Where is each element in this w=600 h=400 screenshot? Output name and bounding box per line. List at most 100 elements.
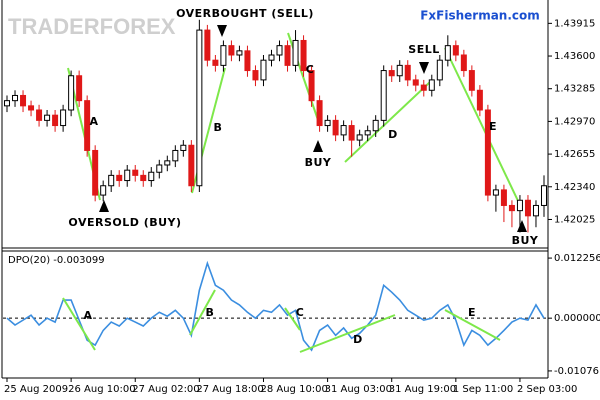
candle-body — [92, 149, 99, 196]
x-tick-label: 28 Aug 10:00 — [260, 384, 327, 395]
trend-line — [344, 81, 431, 163]
annotation: C — [306, 63, 315, 76]
y-tick-label: 1.43915 — [554, 18, 595, 29]
annotation: SELL — [408, 43, 439, 56]
candle-body — [12, 94, 19, 102]
source-label: FxFisherman.com — [420, 9, 540, 23]
candle-body — [100, 185, 107, 196]
candle-body — [84, 100, 91, 151]
candle-body — [532, 204, 539, 217]
candle-body — [460, 54, 467, 72]
annotation: OVERBOUGHT (SELL) — [176, 7, 314, 20]
candle-body — [28, 105, 35, 111]
trend-line — [189, 289, 216, 336]
candle-body — [308, 70, 315, 102]
annotation: A — [89, 115, 98, 128]
arrow-down — [419, 62, 429, 74]
candle-body — [236, 50, 243, 56]
y-tick-label: 1.42655 — [554, 149, 595, 160]
candle-body — [396, 64, 403, 77]
candle-body — [340, 125, 347, 136]
candle-body — [420, 84, 427, 91]
candle-body — [108, 174, 115, 187]
brand-watermark: TRADERFOREX — [8, 14, 176, 39]
annotation: B — [206, 306, 215, 319]
candle-body — [132, 169, 139, 176]
x-tick-label: 27 Aug 18:00 — [196, 384, 263, 395]
annotation: D — [353, 333, 363, 346]
candle-body — [116, 174, 123, 182]
candle-body — [356, 134, 363, 141]
candle-body — [452, 45, 459, 56]
y-tick-label: -0.010761 — [554, 366, 600, 377]
candle-body — [148, 171, 155, 182]
x-tick-label: 26 Aug 10:00 — [68, 384, 135, 395]
x-tick-label: 1 Sep 11:00 — [453, 384, 513, 395]
candle-body — [228, 45, 235, 56]
candle-body — [404, 64, 411, 81]
candle-body — [276, 45, 283, 56]
candle-body — [292, 39, 299, 66]
candle-body — [516, 199, 523, 212]
arrow-up — [313, 140, 323, 152]
candle-body — [172, 149, 179, 162]
trend-line — [299, 314, 396, 353]
candle-body — [468, 70, 475, 91]
x-tick-label: 27 Aug 02:00 — [132, 384, 199, 395]
candle-body — [140, 174, 147, 182]
y-tick-label: 1.43600 — [554, 51, 595, 62]
x-tick-label: 31 Aug 03:00 — [325, 384, 392, 395]
candle-body — [372, 119, 379, 132]
trend-line — [284, 307, 301, 331]
candle-body — [44, 114, 51, 121]
candle-body — [476, 89, 483, 111]
candle-body — [492, 189, 499, 196]
x-tick-label: 31 Aug 19:00 — [389, 384, 456, 395]
y-tick-label: 1.42340 — [554, 182, 595, 193]
candles — [4, 19, 547, 233]
indicator-title: DPO(20) -0.003099 — [8, 255, 105, 266]
candle-body — [500, 189, 507, 206]
candle-body — [332, 119, 339, 136]
candle-body — [68, 75, 75, 111]
y-tick-label: 0.000000 — [554, 313, 600, 324]
candle-body — [412, 79, 419, 86]
candle-body — [164, 160, 171, 166]
x-tick-label: 25 Aug 2009 — [4, 384, 68, 395]
candle-body — [220, 45, 227, 66]
candle-body — [180, 144, 187, 151]
candle-body — [20, 94, 27, 107]
y-tick-label: 1.42025 — [554, 214, 595, 225]
candle-body — [436, 59, 443, 81]
candle-body — [348, 125, 355, 141]
dpo-line — [6, 260, 545, 352]
annotation: B — [214, 121, 223, 134]
candle-body — [364, 130, 371, 136]
candle-body — [244, 50, 251, 72]
candle-body — [428, 79, 435, 91]
annotation: OVERSOLD (BUY) — [68, 216, 181, 229]
candle-body — [524, 199, 531, 217]
candle-body — [52, 114, 59, 127]
trend-line — [444, 47, 521, 206]
y-tick-label: 1.42970 — [554, 116, 595, 127]
candle-body — [540, 185, 547, 206]
annotation: E — [468, 306, 476, 319]
x-tick-label: 2 Sep 03:00 — [517, 384, 577, 395]
candle-body — [268, 54, 275, 61]
candle-body — [444, 45, 451, 61]
candle-body — [324, 119, 331, 127]
annotation: BUY — [512, 234, 539, 247]
arrow-up — [99, 200, 109, 212]
candle-body — [380, 70, 387, 121]
candle-body — [36, 109, 43, 121]
arrow-down — [217, 25, 227, 37]
annotation: A — [83, 309, 92, 322]
candle-body — [156, 164, 163, 173]
candle-body — [60, 109, 67, 127]
candle-body — [284, 45, 291, 66]
candle-body — [260, 59, 267, 81]
candle-body — [124, 169, 131, 182]
annotation: BUY — [305, 156, 332, 169]
